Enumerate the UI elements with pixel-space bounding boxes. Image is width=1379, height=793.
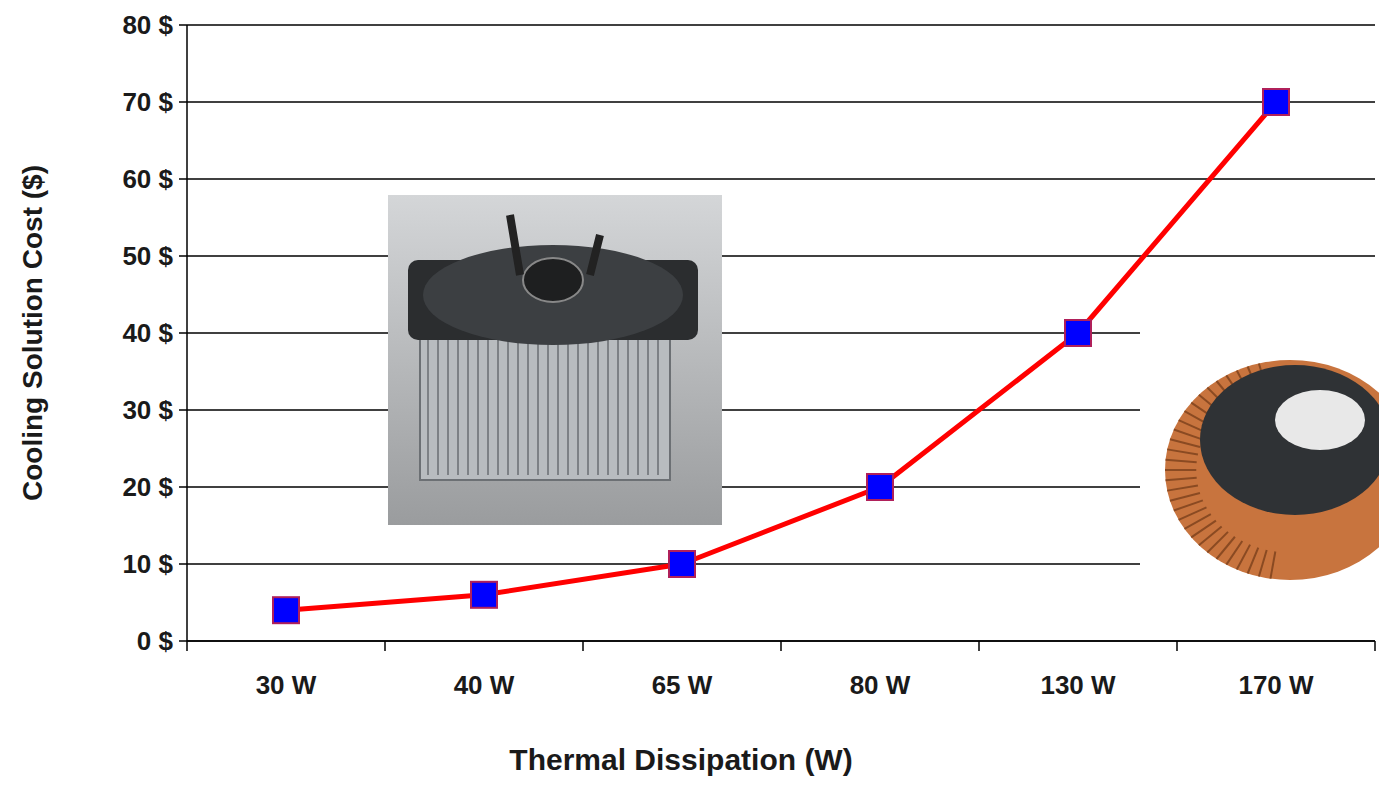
fin (597, 340, 599, 475)
y-tick-label: 20 $ (122, 472, 173, 502)
y-tick (179, 486, 187, 488)
plot-area (273, 89, 1289, 623)
y-tick-label: 10 $ (122, 549, 173, 579)
marker (273, 597, 299, 623)
copper-fins (1165, 360, 1379, 580)
x-tick-label: 65 W (652, 670, 713, 700)
y-tick (179, 255, 187, 257)
fin (537, 340, 539, 475)
y-tick (179, 24, 187, 26)
fin (617, 340, 619, 475)
fin (477, 340, 479, 475)
fin (1174, 500, 1203, 510)
marker (1263, 89, 1289, 115)
y-axis-title: Cooling Solution Cost ($) (17, 165, 48, 501)
fin (1248, 548, 1259, 574)
fin (647, 340, 649, 475)
y-tick-label: 60 $ (122, 164, 173, 194)
x-tick-label: 130 W (1040, 670, 1116, 700)
y-tick (179, 409, 187, 411)
y-tick-label: 70 $ (122, 87, 173, 117)
fan (423, 245, 683, 345)
photo-bg (388, 195, 722, 525)
x-axis-title: Thermal Dissipation (W) (509, 743, 852, 776)
y-tick-label: 0 $ (137, 626, 174, 656)
fin (427, 340, 429, 475)
fin (607, 340, 609, 475)
y-tick-label: 40 $ (122, 318, 173, 348)
fin (517, 340, 519, 475)
fin (497, 340, 499, 475)
y-tick (179, 332, 187, 334)
fin (1259, 550, 1267, 577)
fin (637, 340, 639, 475)
cooler-photo (1140, 290, 1379, 625)
marker (669, 551, 695, 577)
y-tick-label: 80 $ (122, 10, 173, 40)
fin (457, 340, 459, 475)
fin (1166, 478, 1197, 481)
line (286, 102, 1276, 610)
fin (1165, 469, 1196, 471)
fin (557, 340, 559, 475)
x-tick (780, 641, 782, 651)
fin (1179, 507, 1207, 519)
x-tick-label: 170 W (1238, 670, 1314, 700)
fin (447, 340, 449, 475)
y-tick-label: 30 $ (122, 395, 173, 425)
fin (1170, 439, 1200, 447)
x-tick (1176, 641, 1178, 651)
fin (1174, 430, 1203, 440)
chart: 0 $ 10 $ 20 $ 30 $ 40 $ 50 $ 60 $ 70 $ 80 $ 30 W 4… (0, 0, 1379, 793)
grid-line (187, 178, 1375, 179)
x-tick-label: 40 W (454, 670, 515, 700)
fin (1237, 545, 1250, 570)
fan (1200, 365, 1379, 515)
marker (471, 582, 497, 608)
marker (867, 474, 893, 500)
fan-hub (523, 258, 583, 302)
fin (467, 340, 469, 475)
y-tick-label: 50 $ (122, 241, 173, 271)
grid-line (187, 255, 1375, 256)
y-tick (179, 178, 187, 180)
x-tick (384, 641, 386, 651)
grid-line (187, 101, 1375, 102)
x-tick (978, 641, 980, 651)
x-tick (186, 641, 188, 651)
fan-hub (1275, 390, 1365, 450)
fin (657, 340, 659, 475)
grid-line (187, 24, 1375, 25)
x-tick-label: 30 W (256, 670, 317, 700)
x-tick (1374, 641, 1376, 651)
fin (547, 340, 549, 475)
fin (437, 340, 439, 475)
fin (567, 340, 569, 475)
fin (507, 340, 509, 475)
fin (487, 340, 489, 475)
y-tick (179, 563, 187, 565)
heatsink (420, 330, 670, 480)
x-tick (582, 641, 584, 651)
fin (627, 340, 629, 475)
fin (1166, 460, 1197, 463)
y-tick (179, 640, 187, 642)
x-tick-label: 80 W (850, 670, 911, 700)
fin (577, 340, 579, 475)
cooler-photo (388, 195, 722, 525)
y-axis (186, 25, 188, 641)
fin (527, 340, 529, 475)
fin (1270, 551, 1275, 578)
y-tick (179, 101, 187, 103)
marker (1065, 320, 1091, 346)
clip-arm (510, 215, 600, 275)
fin (1170, 493, 1200, 501)
fin (587, 340, 589, 475)
fin (1167, 485, 1198, 490)
fin (1167, 449, 1198, 454)
